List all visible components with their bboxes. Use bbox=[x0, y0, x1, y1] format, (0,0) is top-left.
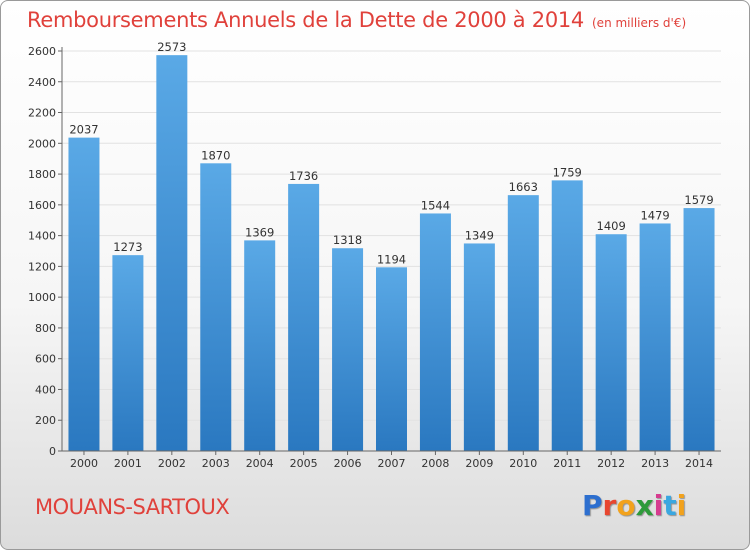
y-tick-label: 2200 bbox=[28, 107, 56, 120]
x-tick-label: 2009 bbox=[465, 457, 493, 470]
y-tick-label: 1400 bbox=[28, 230, 56, 243]
x-tick-label: 2006 bbox=[334, 457, 362, 470]
y-tick-label: 1000 bbox=[28, 291, 56, 304]
x-tick-label: 2000 bbox=[70, 457, 98, 470]
bar-2004 bbox=[244, 240, 276, 451]
bar-2009 bbox=[463, 243, 495, 451]
data-label-2010: 1663 bbox=[509, 180, 538, 194]
y-tick-label: 0 bbox=[49, 445, 56, 458]
title-text: Remboursements Annuels de la Dette de 20… bbox=[27, 8, 584, 32]
bar-2000 bbox=[68, 137, 100, 451]
data-label-2003: 1870 bbox=[201, 148, 230, 162]
bar-2012 bbox=[595, 234, 627, 451]
data-label-2004: 1369 bbox=[245, 225, 274, 239]
chart-subtitle: (en milliers d'€) bbox=[592, 16, 687, 30]
bar-2008 bbox=[419, 213, 451, 451]
y-tick-label: 2600 bbox=[28, 45, 56, 58]
bar-2014 bbox=[683, 208, 715, 451]
data-label-2014: 1579 bbox=[684, 193, 713, 207]
x-tick-label: 2007 bbox=[378, 457, 406, 470]
data-label-2008: 1544 bbox=[421, 198, 450, 212]
y-tick-label: 2000 bbox=[28, 137, 56, 150]
bar-2002 bbox=[156, 55, 188, 452]
y-tick-label: 1200 bbox=[28, 260, 56, 273]
axes: 0 200 400 600 800 1000 1200 1400 1600 1800 2000 220… bbox=[28, 45, 721, 470]
x-tick-label: 2004 bbox=[246, 457, 274, 470]
y-tick-label: 600 bbox=[35, 353, 56, 366]
x-tick-label: 2003 bbox=[202, 457, 230, 470]
proxiti-logo[interactable]: Proxiti bbox=[582, 489, 687, 522]
x-tick-label: 2008 bbox=[421, 457, 449, 470]
bar-2013 bbox=[639, 223, 671, 451]
data-label-2012: 1409 bbox=[597, 219, 626, 233]
x-tick-label: 2011 bbox=[553, 457, 581, 470]
x-tick-label: 2014 bbox=[685, 457, 713, 470]
x-tick-label: 2010 bbox=[509, 457, 537, 470]
bar-2007 bbox=[376, 267, 407, 451]
bar-2006 bbox=[332, 248, 364, 451]
x-tick-label: 2005 bbox=[290, 457, 318, 470]
y-tick-label: 2400 bbox=[28, 76, 56, 89]
chart-title: Remboursements Annuels de la Dette de 20… bbox=[27, 8, 686, 32]
data-label-2002: 2573 bbox=[157, 40, 186, 54]
data-label-2000: 2037 bbox=[69, 123, 98, 137]
data-label-2009: 1349 bbox=[465, 228, 494, 242]
x-tick-label: 2001 bbox=[114, 457, 142, 470]
y-tick-label: 800 bbox=[35, 322, 56, 335]
bar-2005 bbox=[288, 183, 320, 451]
x-tick-label: 2002 bbox=[158, 457, 186, 470]
y-tick-label: 200 bbox=[35, 414, 56, 427]
data-label-2005: 1736 bbox=[289, 169, 318, 183]
bars: 2037 1273 2573 1870 1369 1736 1318 1194 1544 1349… bbox=[68, 40, 715, 452]
data-label-2011: 1759 bbox=[553, 165, 582, 179]
y-tick-label: 1800 bbox=[28, 168, 56, 181]
data-label-2006: 1318 bbox=[333, 233, 362, 247]
bar-2011 bbox=[551, 180, 583, 451]
y-tick-label: 1600 bbox=[28, 199, 56, 212]
city-name: MOUANS-SARTOUX bbox=[35, 495, 230, 519]
bar-2010 bbox=[507, 195, 539, 451]
data-label-2001: 1273 bbox=[113, 240, 142, 254]
bar-2003 bbox=[200, 163, 232, 452]
x-tick-label: 2012 bbox=[597, 457, 625, 470]
x-tick-label: 2013 bbox=[641, 457, 669, 470]
bar-2001 bbox=[112, 255, 144, 451]
data-label-2013: 1479 bbox=[640, 208, 669, 222]
data-label-2007: 1194 bbox=[377, 252, 406, 266]
y-tick-label: 400 bbox=[35, 383, 56, 396]
